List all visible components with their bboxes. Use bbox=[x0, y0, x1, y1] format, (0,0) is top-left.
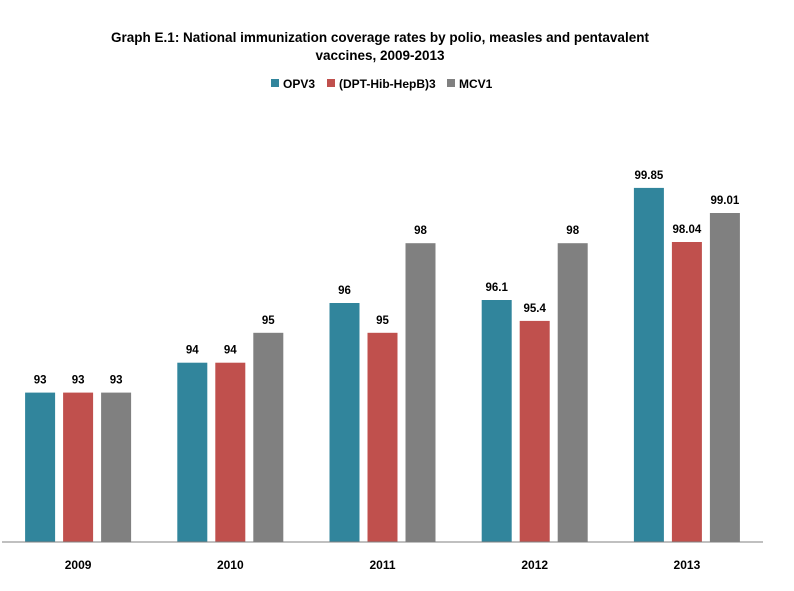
data-label-2011-s2: 98 bbox=[414, 225, 427, 237]
bar-2009-s0 bbox=[25, 392, 56, 542]
bar-2011-s2 bbox=[405, 243, 436, 542]
data-labels: 93 93 93 94 94 95 96 95 98 96.1 95.4 98 99.85 98.04 99… bbox=[34, 170, 740, 387]
bar-2012-s2 bbox=[557, 243, 588, 542]
data-label-2010-s0: 94 bbox=[186, 345, 199, 357]
legend-item-mcv1: MCV1 bbox=[447, 77, 493, 91]
legend: OPV3 (DPT-Hib-HepB)3 MCV1 bbox=[271, 77, 493, 91]
bar-2013-s1 bbox=[671, 242, 702, 542]
bar-2013-s2 bbox=[709, 213, 740, 542]
bar-2011-s0 bbox=[329, 303, 360, 542]
legend-item-opv3: OPV3 bbox=[271, 77, 315, 91]
chart-title-line1: Graph E.1: National immunization coverag… bbox=[111, 30, 649, 45]
bar-2012-s0 bbox=[481, 300, 512, 542]
x-tick-labels: 2009 2010 2011 2012 2013 bbox=[65, 558, 701, 572]
chart-title-line2: vaccines, 2009-2013 bbox=[315, 48, 445, 63]
x-tick-label-2012: 2012 bbox=[521, 558, 548, 572]
bar-2010-s2 bbox=[253, 332, 284, 542]
legend-label-mcv1: MCV1 bbox=[459, 77, 493, 91]
legend-swatch-dpt bbox=[327, 79, 335, 87]
data-label-2009-s1: 93 bbox=[72, 375, 85, 387]
data-label-2009-s2: 93 bbox=[110, 375, 123, 387]
data-label-2012-s0: 96.1 bbox=[486, 282, 509, 294]
bar-2009-s2 bbox=[101, 392, 132, 542]
data-label-2010-s1: 94 bbox=[224, 345, 237, 357]
data-label-2013-s1: 98.04 bbox=[673, 224, 702, 236]
bar-2013-s0 bbox=[633, 187, 664, 542]
bar-2010-s1 bbox=[215, 362, 246, 542]
bar-2011-s1 bbox=[367, 332, 398, 542]
legend-swatch-opv3 bbox=[271, 79, 279, 87]
legend-label-dpt: (DPT-Hib-HepB)3 bbox=[339, 77, 436, 91]
legend-item-dpt: (DPT-Hib-HepB)3 bbox=[327, 77, 436, 91]
data-label-2009-s0: 93 bbox=[34, 375, 47, 387]
bar-2009-s1 bbox=[63, 392, 94, 542]
data-label-2012-s1: 95.4 bbox=[524, 303, 547, 315]
data-label-2013-s0: 99.85 bbox=[635, 170, 664, 182]
x-tick-label-2011: 2011 bbox=[369, 558, 395, 572]
legend-label-opv3: OPV3 bbox=[283, 77, 315, 91]
x-tick-label-2010: 2010 bbox=[217, 558, 244, 572]
bar-2012-s1 bbox=[519, 320, 550, 542]
data-label-2013-s2: 99.01 bbox=[711, 195, 740, 207]
legend-swatch-mcv1 bbox=[447, 79, 455, 87]
bar-2010-s0 bbox=[177, 362, 208, 542]
data-label-2010-s2: 95 bbox=[262, 315, 275, 327]
data-label-2011-s0: 96 bbox=[338, 285, 351, 297]
x-tick-label-2009: 2009 bbox=[65, 558, 92, 572]
data-label-2011-s1: 95 bbox=[376, 315, 389, 327]
data-label-2012-s2: 98 bbox=[566, 225, 579, 237]
bars bbox=[25, 187, 740, 542]
x-tick-label-2013: 2013 bbox=[674, 558, 701, 572]
